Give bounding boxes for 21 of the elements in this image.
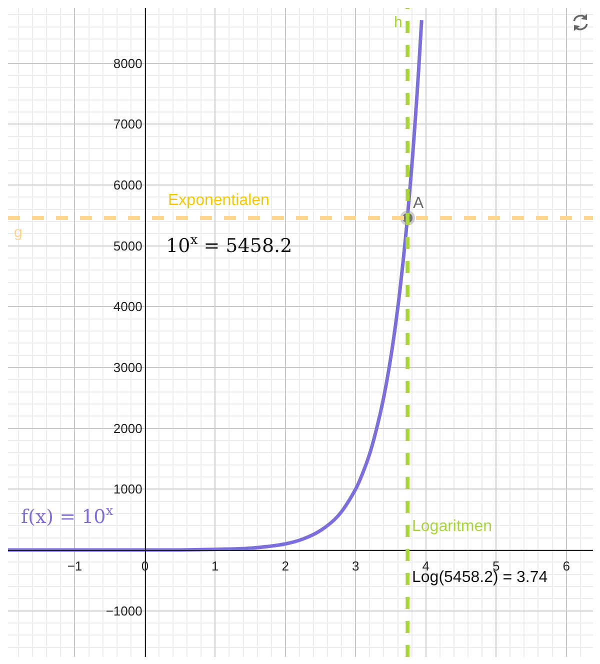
y-tick-label: 8000 <box>113 56 142 71</box>
x-tick-label: 3 <box>352 558 360 574</box>
y-tick-label: 1000 <box>113 482 142 497</box>
y-tick-label: 4000 <box>113 299 142 314</box>
series-label: f(x) = 10$^{x}$ <box>21 504 114 528</box>
x-tick-label: −1 <box>67 558 82 574</box>
ref-line-label: g <box>14 224 22 241</box>
y-tick-label: 5000 <box>113 238 142 254</box>
ref-line-label: h <box>394 14 402 31</box>
y-tick-label: 6000 <box>113 178 142 193</box>
x-tick-label: 6 <box>562 558 570 574</box>
x-tick-label: 1 <box>212 558 219 574</box>
y-tick-label: 3000 <box>113 360 142 376</box>
annotation: Exponentialen <box>168 192 270 209</box>
annotation: 10$^{x}$ = 5458.2 <box>166 233 292 257</box>
y-tick-label: −1000 <box>106 603 142 618</box>
y-tick-label: 2000 <box>113 420 142 436</box>
series-label: A <box>413 195 424 212</box>
annotation: Logaritmen <box>412 518 492 535</box>
y-tick-label: 7000 <box>113 116 142 132</box>
x-tick-label: 2 <box>282 558 290 574</box>
